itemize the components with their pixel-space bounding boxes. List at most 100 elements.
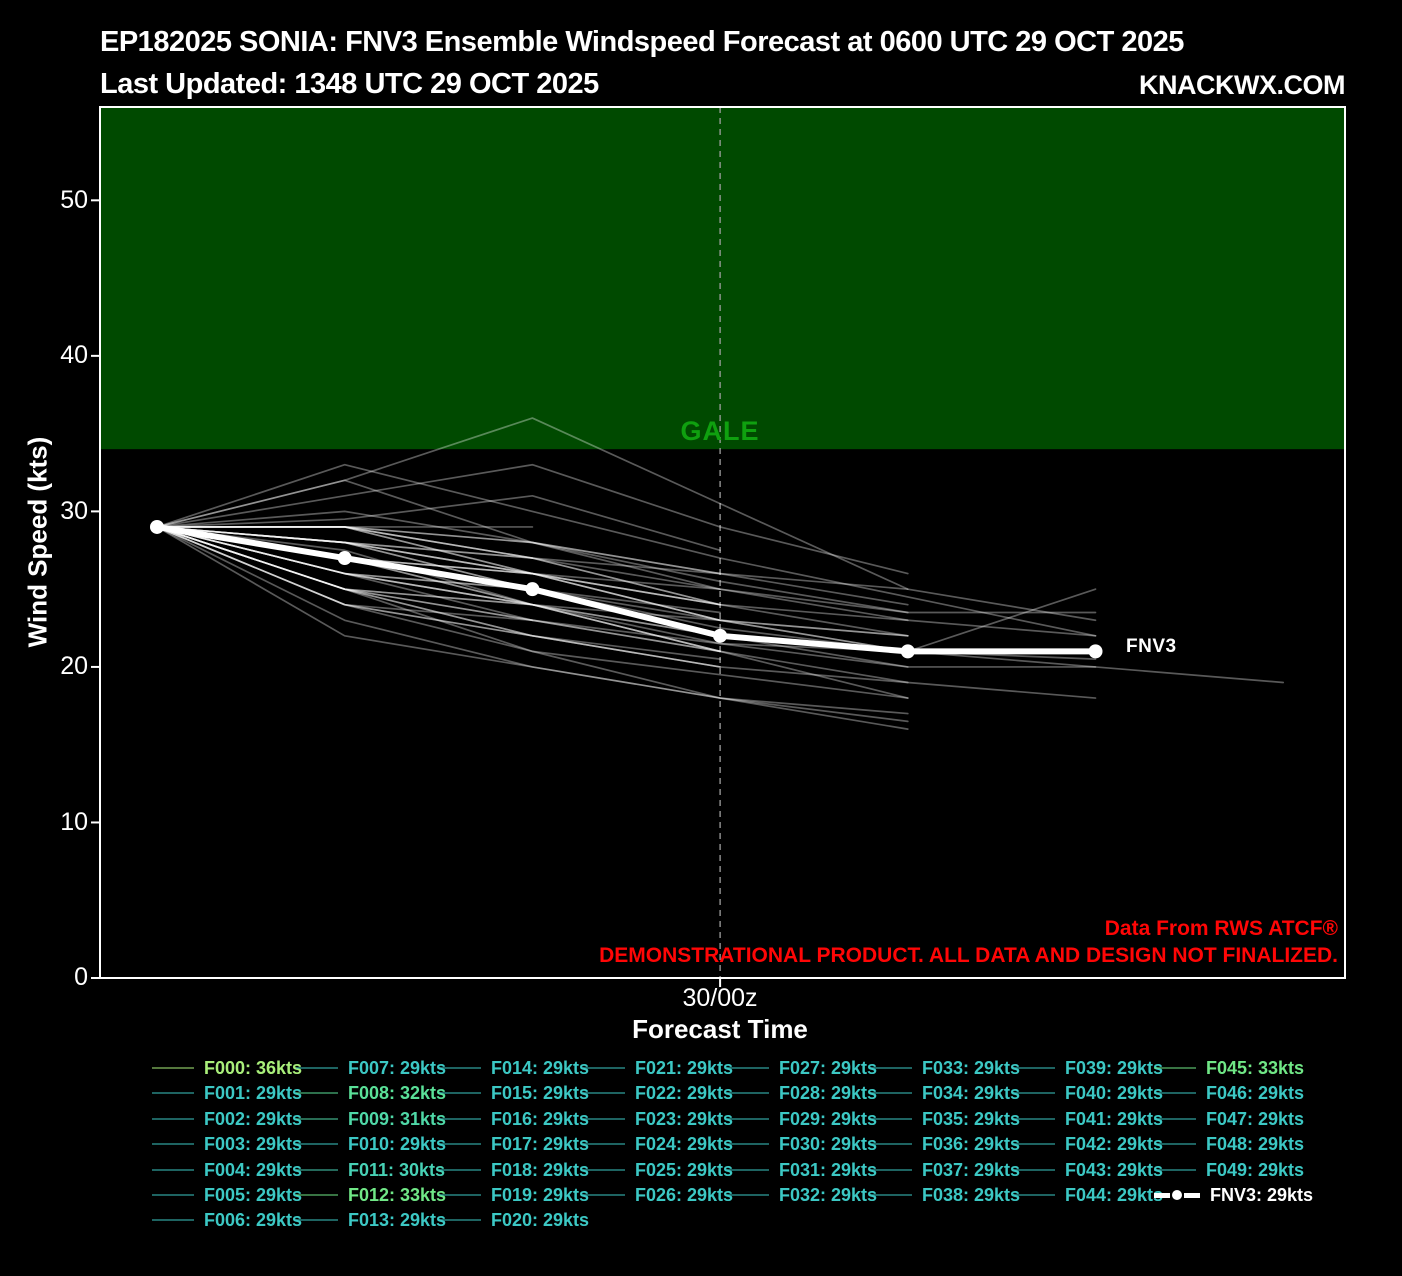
- fnv3-marker: [150, 519, 164, 534]
- legend-label: F039: 29kts: [1065, 1058, 1164, 1078]
- member-legend-line-icon: [1154, 1067, 1196, 1069]
- legend-label: F029: 29kts: [779, 1108, 878, 1129]
- ensemble-line-F025: [156, 526, 1097, 699]
- member-legend-line-icon: [152, 1092, 194, 1095]
- member-legend-line-icon: [870, 1143, 912, 1146]
- legend-label: F048: 29kts: [1206, 1134, 1305, 1155]
- legend-item: F005: 29kts: [152, 1184, 302, 1206]
- ensemble-line-F045: [156, 463, 909, 575]
- legend-label: F049: 29kts: [1206, 1159, 1305, 1180]
- legend-item: F044: 29kts: [1013, 1184, 1163, 1206]
- ytick-10: 10: [60, 808, 88, 836]
- legend-label: F004: 29kts: [204, 1159, 303, 1180]
- ensemble-line-F001: [156, 526, 909, 637]
- member-legend-line-icon: [583, 1194, 625, 1196]
- ytick-20: 20: [60, 652, 88, 680]
- member-legend-line-icon: [1154, 1143, 1196, 1146]
- member-legend-line-icon: [1154, 1092, 1196, 1095]
- legend-item: F023: 29kts: [583, 1108, 733, 1130]
- member-legend-line-icon: [296, 1168, 338, 1171]
- member-legend-line-icon: [152, 1143, 194, 1146]
- legend-label: F023: 29kts: [635, 1108, 734, 1129]
- legend-label: FNV3: 29kts: [1210, 1185, 1314, 1205]
- member-legend-line-icon: [296, 1194, 338, 1196]
- fnv3-marker: [900, 644, 915, 659]
- member-legend-line-icon: [152, 1067, 194, 1069]
- legend-item: F014: 29kts: [439, 1057, 589, 1079]
- member-legend-line-icon: [583, 1117, 625, 1120]
- member-legend-line-icon: [152, 1168, 194, 1171]
- legend-item: F012: 33kts: [296, 1184, 446, 1206]
- member-legend-line-icon: [439, 1219, 481, 1222]
- ensemble-line-F021: [156, 526, 909, 591]
- legend-item: F047: 29kts: [1154, 1108, 1304, 1130]
- legend-item: F030: 29kts: [727, 1133, 877, 1155]
- legend-label: F034: 29kts: [922, 1083, 1021, 1104]
- legend-item: F041: 29kts: [1013, 1108, 1163, 1130]
- ensemble-line-F017: [156, 526, 909, 723]
- legend-label: F028: 29kts: [779, 1083, 878, 1104]
- member-legend-line-icon: [439, 1092, 481, 1095]
- fnv3-marker: [337, 551, 352, 566]
- member-legend-line-icon: [583, 1168, 625, 1171]
- member-legend-line-icon: [1013, 1067, 1055, 1069]
- member-legend-line-icon: [152, 1219, 194, 1222]
- ensemble-line-F012: [156, 463, 1097, 637]
- legend-item: F019: 29kts: [439, 1184, 589, 1206]
- member-legend-line-icon: [870, 1117, 912, 1120]
- legend-label: F044: 29kts: [1065, 1185, 1164, 1205]
- legend-item: F029: 29kts: [727, 1108, 877, 1130]
- legend-item: F036: 29kts: [870, 1133, 1020, 1155]
- ytick-30: 30: [60, 497, 88, 525]
- plot-border: [99, 106, 1346, 979]
- legend-item: F018: 29kts: [439, 1159, 589, 1181]
- legend-label: F018: 29kts: [491, 1159, 590, 1180]
- ensemble-line-F008: [156, 479, 909, 606]
- ensemble-line-F037: [156, 526, 909, 684]
- legend-item: F008: 32kts: [296, 1082, 446, 1104]
- member-legend-line-icon: [296, 1143, 338, 1146]
- legend-label: F016: 29kts: [491, 1108, 590, 1129]
- legend-label: F015: 29kts: [491, 1083, 590, 1104]
- legend-label: F007: 29kts: [348, 1058, 447, 1078]
- legend-label: F006: 29kts: [204, 1210, 303, 1231]
- legend-label: F003: 29kts: [204, 1134, 303, 1155]
- legend-item: F016: 29kts: [439, 1108, 589, 1130]
- legend-label: F043: 29kts: [1065, 1159, 1164, 1180]
- ensemble-line-F044: [156, 526, 721, 668]
- legend-label: F031: 29kts: [779, 1159, 878, 1180]
- ensemble-line-F035: [156, 526, 1097, 661]
- legend-item: F027: 29kts: [727, 1057, 877, 1079]
- legend-item: F006: 29kts: [152, 1209, 302, 1231]
- ytick-40: 40: [60, 341, 88, 369]
- legend-item: F042: 29kts: [1013, 1133, 1163, 1155]
- legend-label: F010: 29kts: [348, 1134, 447, 1155]
- member-legend-line-icon: [1013, 1194, 1055, 1196]
- legend-item: F026: 29kts: [583, 1184, 733, 1206]
- ensemble-line-F009: [156, 494, 721, 552]
- legend-item: F002: 29kts: [152, 1108, 302, 1130]
- member-legend-line-icon: [583, 1143, 625, 1146]
- legend-label: F030: 29kts: [779, 1134, 878, 1155]
- ensemble-line-F007: [156, 526, 1097, 637]
- legend-item: F033: 29kts: [870, 1057, 1020, 1079]
- member-legend-line-icon: [296, 1117, 338, 1120]
- legend-item: F038: 29kts: [870, 1184, 1020, 1206]
- legend-label: F013: 29kts: [348, 1210, 447, 1231]
- fnv3-marker: [1088, 644, 1103, 659]
- y-axis-label: Wind Speed (kts): [22, 436, 53, 648]
- member-legend-line-icon: [439, 1168, 481, 1171]
- ensemble-line-F049: [156, 526, 721, 653]
- legend-label: F008: 32kts: [348, 1083, 447, 1104]
- ensemble-line-F011: [156, 510, 909, 614]
- legend-label: F045: 33kts: [1206, 1058, 1305, 1078]
- member-legend-line-icon: [296, 1092, 338, 1095]
- disclaimer-note: DEMONSTRATIONAL PRODUCT. ALL DATA AND DE…: [599, 944, 1338, 967]
- ensemble-line-F039: [156, 526, 534, 559]
- legend-item: F031: 29kts: [727, 1159, 877, 1181]
- member-legend-line-icon: [727, 1092, 769, 1095]
- legend-label: F026: 29kts: [635, 1185, 734, 1205]
- legend-label: F041: 29kts: [1065, 1108, 1164, 1129]
- member-legend-line-icon: [727, 1067, 769, 1069]
- legend-label: F014: 29kts: [491, 1058, 590, 1078]
